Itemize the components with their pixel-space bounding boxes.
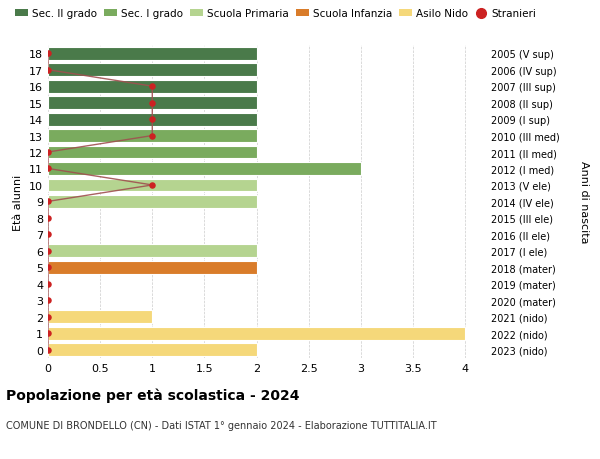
Y-axis label: Anni di nascita: Anni di nascita — [579, 161, 589, 243]
Bar — [48, 327, 465, 340]
Bar — [48, 146, 257, 159]
Point — [43, 297, 53, 304]
Point — [43, 231, 53, 239]
Bar — [48, 64, 257, 77]
Point — [148, 100, 157, 107]
Point — [43, 50, 53, 58]
Point — [43, 313, 53, 321]
Legend: Sec. II grado, Sec. I grado, Scuola Primaria, Scuola Infanzia, Asilo Nido, Stran: Sec. II grado, Sec. I grado, Scuola Prim… — [11, 5, 541, 23]
Point — [43, 215, 53, 222]
Y-axis label: Età alunni: Età alunni — [13, 174, 23, 230]
Bar — [48, 343, 257, 356]
Bar — [48, 81, 257, 93]
Point — [43, 280, 53, 288]
Bar — [48, 261, 257, 274]
Point — [43, 165, 53, 173]
Text: COMUNE DI BRONDELLO (CN) - Dati ISTAT 1° gennaio 2024 - Elaborazione TUTTITALIA.: COMUNE DI BRONDELLO (CN) - Dati ISTAT 1°… — [6, 420, 437, 430]
Bar — [48, 48, 257, 61]
Bar — [48, 196, 257, 208]
Bar — [48, 113, 257, 126]
Bar — [48, 97, 257, 110]
Point — [148, 133, 157, 140]
Point — [43, 67, 53, 74]
Point — [43, 330, 53, 337]
Text: Popolazione per età scolastica - 2024: Popolazione per età scolastica - 2024 — [6, 388, 299, 403]
Point — [43, 346, 53, 353]
Bar — [48, 162, 361, 175]
Point — [148, 182, 157, 189]
Bar — [48, 179, 257, 192]
Point — [43, 264, 53, 271]
Bar — [48, 130, 257, 143]
Point — [43, 247, 53, 255]
Point — [148, 116, 157, 123]
Point — [43, 149, 53, 157]
Point — [43, 198, 53, 206]
Bar — [48, 311, 152, 323]
Bar — [48, 245, 257, 257]
Point — [148, 83, 157, 90]
